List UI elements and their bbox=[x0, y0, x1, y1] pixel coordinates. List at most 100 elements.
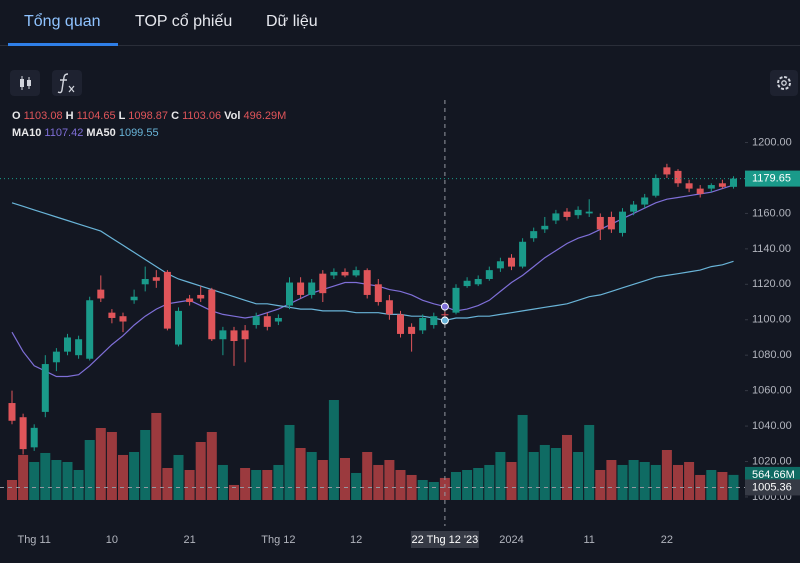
volume-bar bbox=[606, 460, 617, 500]
volume-bar bbox=[273, 464, 284, 500]
volume-bar bbox=[550, 448, 561, 500]
volume-bar bbox=[617, 464, 628, 500]
last-price-label: 1179.65 bbox=[752, 173, 791, 185]
candle-body bbox=[607, 216, 615, 230]
candle-body bbox=[441, 314, 449, 316]
volume-bar bbox=[584, 424, 595, 500]
candle-body bbox=[541, 225, 549, 230]
volume-bar bbox=[462, 470, 473, 500]
volume-bar bbox=[217, 464, 228, 500]
crosshair-price-label: 1005.36 bbox=[752, 481, 792, 493]
legend-key: Vol bbox=[224, 110, 240, 122]
candle-body bbox=[197, 294, 205, 299]
tab[interactable]: Tổng quan bbox=[24, 13, 101, 30]
x-tick-label: 22 bbox=[661, 534, 673, 546]
volume-bar bbox=[428, 482, 439, 500]
legend-key: H bbox=[66, 110, 74, 122]
volume-bar bbox=[362, 452, 373, 500]
candle-body bbox=[552, 213, 560, 221]
candle-body bbox=[152, 277, 160, 281]
volume-bar bbox=[517, 414, 528, 500]
volume-label: 564.66M bbox=[752, 469, 795, 481]
candle-body bbox=[463, 280, 471, 287]
icon bbox=[20, 79, 24, 87]
volume-bar bbox=[95, 428, 106, 500]
crosshair-price-box bbox=[745, 479, 800, 496]
x-tick-label: 21 bbox=[183, 534, 195, 546]
volume-bar bbox=[262, 470, 273, 500]
icon bbox=[57, 73, 69, 94]
volume-bar bbox=[473, 468, 484, 500]
icon bbox=[27, 80, 31, 86]
icon bbox=[781, 80, 787, 86]
volume-bar bbox=[728, 474, 739, 500]
candle-body bbox=[363, 270, 371, 295]
volume-bar bbox=[18, 454, 29, 500]
last-price-box bbox=[745, 170, 800, 187]
candle-body bbox=[108, 312, 116, 318]
candle-body bbox=[64, 337, 71, 352]
y-tick-label: 1160.00 bbox=[752, 207, 791, 219]
volume-bar bbox=[506, 462, 517, 500]
volume-bar bbox=[340, 458, 350, 500]
volume-bar bbox=[706, 470, 717, 500]
candle-body bbox=[8, 403, 16, 421]
crosshair-dot bbox=[440, 302, 449, 311]
volume-bar bbox=[451, 472, 461, 500]
tab[interactable]: TOP cổ phiếu bbox=[135, 13, 233, 30]
tab[interactable]: Dữ liệu bbox=[266, 13, 318, 30]
button-bg bbox=[10, 70, 40, 96]
candle-body bbox=[119, 316, 127, 322]
candle-body bbox=[574, 209, 582, 216]
legend-key: L bbox=[119, 110, 126, 122]
volume-bar bbox=[284, 424, 295, 500]
candle-style-button[interactable] bbox=[10, 70, 40, 96]
candle-body bbox=[219, 330, 227, 340]
volume-bar bbox=[695, 474, 706, 500]
candle-body bbox=[19, 417, 27, 450]
indicator-button[interactable] bbox=[52, 70, 82, 96]
candle-body bbox=[241, 330, 249, 340]
tab-bar: Tổng quan TOP cổ phiếu Dữ liệu bbox=[0, 0, 800, 46]
candle-body bbox=[696, 188, 704, 194]
ma-legend: MA10 1107.42 MA50 1099.55 bbox=[12, 127, 159, 139]
ma-line bbox=[11, 202, 734, 322]
volume-bar bbox=[628, 460, 639, 500]
candle-body bbox=[308, 282, 316, 295]
volume-bar bbox=[484, 464, 495, 500]
volume-bar bbox=[495, 452, 506, 500]
candle-body bbox=[86, 300, 94, 359]
candle-body bbox=[30, 427, 38, 448]
volume-bar bbox=[195, 442, 206, 500]
y-tick-label: 1120.00 bbox=[752, 278, 791, 290]
candle-body bbox=[286, 282, 293, 306]
y-tick-label: 1140.00 bbox=[752, 243, 791, 255]
x-tick-label: Thg 12 bbox=[261, 534, 295, 546]
legend-key: MA10 bbox=[12, 127, 41, 139]
legend-value: 1103.08 bbox=[24, 110, 63, 122]
volume-bar bbox=[595, 470, 606, 500]
legend-key: MA50 bbox=[86, 127, 115, 139]
volume-bar bbox=[295, 448, 306, 500]
volume-bar bbox=[240, 468, 251, 500]
x-tick-label: 10 bbox=[106, 534, 118, 546]
candle-body bbox=[496, 261, 504, 269]
candle-body bbox=[530, 231, 538, 239]
crosshair-dot bbox=[440, 316, 449, 325]
settings-button[interactable] bbox=[770, 70, 798, 96]
candle-body bbox=[97, 289, 105, 299]
candle-body bbox=[297, 282, 305, 295]
crosshair-time-label: 22 Thg 12 '23 bbox=[412, 534, 479, 546]
legend-value: 1107.42 bbox=[44, 127, 83, 139]
icon bbox=[777, 76, 791, 90]
volume-bar bbox=[306, 452, 317, 500]
candle-body bbox=[408, 326, 416, 334]
candle-body bbox=[230, 330, 238, 342]
y-tick-label: 1100.00 bbox=[752, 314, 791, 326]
candle-body bbox=[341, 271, 349, 276]
x-tick-label: 12 bbox=[350, 534, 362, 546]
volume-bar bbox=[562, 434, 572, 500]
volume-bar bbox=[106, 432, 117, 500]
volume-bar bbox=[528, 452, 539, 500]
legend-value: 1103.06 bbox=[182, 110, 221, 122]
